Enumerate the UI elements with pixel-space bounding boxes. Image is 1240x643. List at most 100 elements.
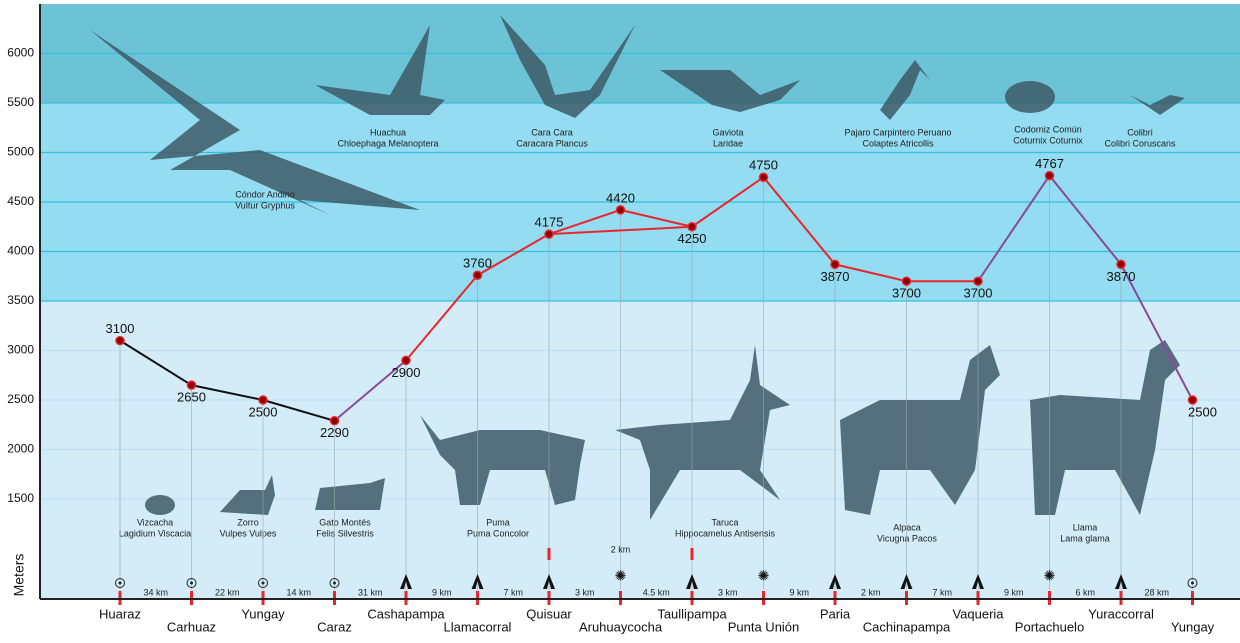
route-point [760, 173, 768, 181]
value-label: 2900 [392, 365, 421, 380]
route-point [331, 417, 339, 425]
value-label: 4420 [606, 190, 635, 205]
animal-name: Huachua [370, 127, 406, 137]
y-tick-label: 3500 [7, 293, 34, 307]
town-icon-dot [1191, 582, 1194, 585]
route-point [974, 277, 982, 285]
y-tick-label: 5500 [7, 95, 34, 109]
value-label: 3870 [1107, 269, 1136, 284]
animal-latin: Caracara Plancus [516, 138, 588, 148]
x-tick-label: Yungay [1171, 619, 1215, 634]
x-tick-label: Vaqueria [952, 606, 1004, 621]
route-point [831, 260, 839, 268]
animal-name: Zorro [237, 517, 259, 527]
route-point [188, 381, 196, 389]
value-label: 3700 [964, 286, 993, 301]
distance-label: 2 km [861, 587, 881, 597]
x-tick-label: Aruhuaycocha [579, 619, 663, 634]
y-tick-label: 5000 [7, 145, 34, 159]
animal-name: Gato Montés [319, 517, 371, 527]
y-tick-label: 2500 [7, 392, 34, 406]
route-point [1117, 260, 1125, 268]
value-label: 2290 [320, 425, 349, 440]
distance-label: 31 km [358, 587, 383, 597]
town-icon-dot [190, 582, 193, 585]
town-icon-dot [119, 582, 122, 585]
route-point [474, 271, 482, 279]
value-label: 3100 [106, 321, 135, 336]
animal-name: Puma [486, 517, 510, 527]
route-point [688, 223, 696, 231]
route-point [1189, 396, 1197, 404]
distance-label: 9 km [432, 587, 452, 597]
branch-distance-label: 2 km [611, 544, 631, 554]
x-tick-label: Yuraccorral [1088, 606, 1154, 621]
distance-label: 3 km [718, 587, 738, 597]
animal-name: Cóndor Andino [235, 189, 295, 199]
route-point [903, 277, 911, 285]
animal-latin: Coturnix Coturnix [1013, 135, 1083, 145]
distance-label: 22 km [215, 587, 240, 597]
chart: 1500200025003000350040004500500055006000… [0, 0, 1240, 638]
pass-icon: ✺ [1044, 568, 1056, 584]
animal-name: Alpaca [893, 522, 921, 532]
animal-latin: Vicugna Pacos [877, 533, 937, 543]
animal-name: Gaviota [712, 127, 743, 137]
distance-label: 4.5 km [643, 587, 670, 597]
animal-name: Pajaro Carpintero Peruano [844, 127, 951, 137]
x-tick-label: Cashapampa [367, 606, 445, 621]
x-tick-label: Portachuelo [1015, 619, 1084, 634]
vizcacha-silhouette [145, 495, 175, 515]
animal-latin: Colaptes Atricollis [862, 138, 934, 148]
value-label: 4767 [1035, 156, 1064, 171]
animal-latin: Felis Silvestris [316, 528, 374, 538]
codorniz-silhouette [1005, 81, 1055, 113]
pass-icon: ✺ [758, 568, 770, 584]
value-label: 3700 [892, 286, 921, 301]
x-tick-label: Huaraz [99, 606, 141, 621]
x-tick-label: Caraz [317, 619, 352, 634]
distance-label: 7 km [503, 587, 523, 597]
animal-name: Taruca [711, 517, 738, 527]
route-point [1046, 172, 1054, 180]
animal-name: Llama [1073, 522, 1098, 532]
value-label: 3870 [821, 269, 850, 284]
value-label: 4250 [678, 231, 707, 246]
y-tick-label: 1500 [7, 491, 34, 505]
distance-label: 34 km [143, 587, 168, 597]
animal-latin: Chloephaga Melanoptera [337, 138, 438, 148]
page: {"chart_data": { "type": "elevation-prof… [0, 0, 1240, 638]
animal-name: Codorniz Común [1014, 124, 1082, 134]
x-tick-label: Carhuaz [167, 619, 216, 634]
distance-label: 14 km [286, 587, 311, 597]
x-tick-label: Paria [820, 606, 851, 621]
x-tick-label: Quisuar [526, 606, 572, 621]
x-tick-label: Taullipampa [657, 606, 727, 621]
y-tick-label: 3000 [7, 343, 34, 357]
route-point [545, 230, 553, 238]
animal-latin: Puma Concolor [467, 528, 529, 538]
x-tick-label: Yungay [241, 606, 285, 621]
animal-name: Colibri [1127, 127, 1153, 137]
x-tick-label: Llamacorral [444, 619, 512, 634]
route-point [259, 396, 267, 404]
value-label: 4750 [749, 158, 778, 173]
y-axis-label: Meters [11, 554, 27, 597]
value-label: 2500 [249, 404, 278, 419]
y-tick-label: 2000 [7, 442, 34, 456]
y-tick-label: 4000 [7, 244, 34, 258]
pass-icon: ✺ [615, 568, 627, 584]
route-point [116, 337, 124, 345]
distance-label: 3 km [575, 587, 595, 597]
animal-latin: Lagidium Viscacia [119, 528, 191, 538]
animal-latin: Laridae [713, 138, 743, 148]
animal-latin: Hippocamelus Antisensis [675, 528, 776, 538]
distance-label: 28 km [1144, 587, 1169, 597]
route-point [617, 206, 625, 214]
animal-name: Vizcacha [137, 517, 173, 527]
distance-label: 9 km [789, 587, 809, 597]
value-label: 3760 [463, 256, 492, 271]
animal-latin: Vulpes Vulpes [220, 528, 277, 538]
distance-label: 9 km [1004, 587, 1024, 597]
y-tick-label: 6000 [7, 46, 34, 60]
